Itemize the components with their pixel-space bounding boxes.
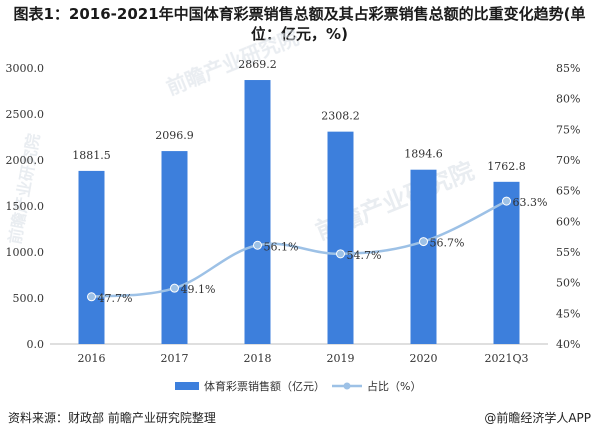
y-right-tick-label: 75%: [556, 123, 580, 136]
line-series: 47.7% 49.1% 56.1% 54.7% 56.7% 63.3%: [87, 196, 548, 305]
x-tick-label: 2019: [327, 352, 355, 365]
legend-label-line: 占比（%）: [367, 379, 421, 393]
y-right-tick-label: 80%: [556, 93, 580, 106]
y-right-tick-label: 55%: [556, 246, 580, 259]
bar: [244, 80, 271, 344]
legend: 体育彩票销售额（亿元） 占比（%）: [175, 379, 421, 393]
line-value-label: 56.1%: [264, 240, 299, 253]
source-note: 资料来源：财政部 前瞻产业研究院整理: [8, 411, 216, 425]
watermark-text: 前瞻产业研究院: [5, 132, 43, 246]
legend-label-bar: 体育彩票销售额（亿元）: [204, 379, 325, 393]
y-left-tick-label: 500.0: [13, 292, 45, 305]
y-left-tick-label: 0.0: [27, 338, 45, 351]
line-value-label: 47.7%: [98, 292, 133, 305]
x-tick-label: 2018: [244, 352, 272, 365]
bar-value-label: 1894.6: [404, 148, 443, 161]
y-right-tick-label: 45%: [556, 307, 580, 320]
y-right-tick-label: 40%: [556, 338, 580, 351]
bar-series: 1881.5 2096.9 2869.2 2308.2 1894.6 1762.8: [72, 58, 526, 344]
line-point: [419, 237, 428, 247]
brand-credit: @前瞻经济学人APP: [484, 411, 591, 425]
bar-value-label: 2869.2: [238, 58, 277, 71]
line-point: [336, 249, 345, 259]
bar-value-label: 2308.2: [321, 110, 360, 123]
x-tick-label: 2021Q3: [484, 352, 528, 365]
bar: [161, 151, 188, 344]
bar: [327, 131, 354, 344]
x-tick-label: 2017: [161, 352, 189, 365]
bar: [493, 181, 520, 344]
y-right-tick-label: 50%: [556, 277, 580, 290]
x-tick-label: 2016: [78, 352, 106, 365]
y-right-tick-label: 65%: [556, 185, 580, 198]
line-value-label: 49.1%: [181, 283, 216, 296]
watermark-text: 前瞻产业研究院: [163, 25, 302, 100]
y-left-tick-label: 3000.0: [6, 62, 45, 75]
bar: [78, 170, 105, 344]
line-point: [87, 292, 96, 302]
bar: [410, 169, 437, 344]
line-value-label: 54.7%: [347, 249, 382, 262]
axes: 0.0 500.0 1000.0 1500.0 2000.0 2500.0 3000.0 40…: [6, 62, 581, 365]
line-path: [91, 199, 508, 299]
legend-swatch-bar: [175, 382, 199, 390]
line-value-label: 56.7%: [430, 237, 465, 250]
bar-value-label: 2096.9: [155, 129, 194, 142]
y-left-tick-label: 1500.0: [6, 200, 45, 213]
line-point: [502, 196, 511, 206]
y-left-tick-label: 1000.0: [6, 246, 45, 259]
y-left-tick-label: 2500.0: [6, 108, 45, 121]
legend-swatch-marker: [343, 382, 351, 390]
y-left-tick-label: 2000.0: [6, 154, 45, 167]
y-right-tick-label: 70%: [556, 154, 580, 167]
y-right-tick-label: 60%: [556, 215, 580, 228]
line-point: [170, 283, 179, 293]
line-point: [253, 240, 262, 250]
bar-value-label: 1881.5: [72, 149, 111, 162]
y-right-tick-label: 85%: [556, 62, 580, 75]
chart-title: 图表1：2016-2021年中国体育彩票销售总额及其占彩票销售总额的比重变化趋势…: [13, 5, 586, 43]
bar-value-label: 1762.8: [487, 160, 526, 173]
x-tick-label: 2020: [410, 352, 438, 365]
line-value-label: 63.3%: [513, 196, 548, 209]
